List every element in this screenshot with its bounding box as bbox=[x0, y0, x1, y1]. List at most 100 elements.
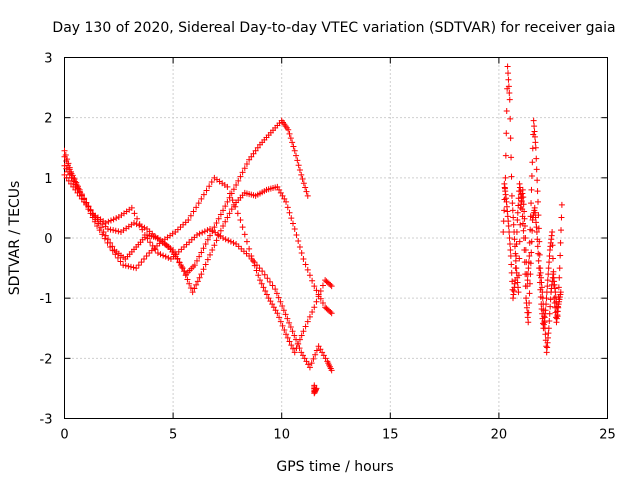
data-point bbox=[239, 169, 246, 176]
data-point bbox=[293, 336, 300, 343]
data-point bbox=[77, 189, 84, 196]
data-point bbox=[63, 157, 70, 164]
data-point bbox=[530, 117, 537, 124]
data-point bbox=[227, 238, 234, 245]
data-point bbox=[319, 349, 326, 356]
data-point bbox=[265, 295, 272, 302]
data-point bbox=[510, 221, 517, 228]
y-tick-label: -3 bbox=[40, 413, 53, 428]
data-point bbox=[72, 186, 79, 193]
data-point bbox=[504, 63, 511, 70]
data-point bbox=[63, 174, 70, 181]
data-point bbox=[174, 255, 181, 262]
data-point bbox=[68, 180, 75, 187]
data-point bbox=[277, 298, 284, 305]
data-point bbox=[243, 238, 250, 245]
data-point bbox=[291, 225, 298, 232]
data-point bbox=[300, 256, 307, 263]
data-point bbox=[191, 262, 198, 269]
data-point bbox=[196, 274, 203, 281]
data-point bbox=[302, 261, 309, 268]
data-point bbox=[532, 144, 539, 151]
data-point bbox=[235, 177, 242, 184]
data-point bbox=[241, 165, 248, 172]
data-point bbox=[517, 221, 524, 228]
data-point bbox=[122, 262, 129, 269]
data-point bbox=[199, 229, 206, 236]
data-point bbox=[250, 150, 257, 157]
data-point bbox=[507, 253, 514, 260]
data-point bbox=[233, 182, 240, 189]
data-point bbox=[521, 247, 528, 254]
data-point bbox=[296, 167, 303, 174]
data-point bbox=[549, 242, 556, 249]
data-point bbox=[202, 261, 209, 268]
data-point bbox=[237, 173, 244, 180]
data-point bbox=[544, 277, 551, 284]
data-point bbox=[506, 228, 513, 235]
data-point bbox=[180, 268, 187, 275]
data-point bbox=[315, 293, 322, 300]
data-point bbox=[220, 207, 227, 214]
data-point bbox=[299, 352, 306, 359]
data-point bbox=[546, 259, 553, 266]
series-track-b bbox=[61, 162, 335, 317]
data-point bbox=[543, 289, 550, 296]
data-point bbox=[290, 143, 297, 150]
data-point bbox=[309, 309, 316, 316]
data-point bbox=[298, 171, 305, 178]
grid-lines bbox=[64, 57, 608, 419]
data-point bbox=[273, 290, 280, 297]
data-point bbox=[520, 227, 527, 234]
data-point bbox=[70, 183, 77, 190]
data-point bbox=[193, 257, 200, 264]
data-point bbox=[505, 76, 512, 83]
data-point bbox=[224, 183, 231, 190]
data-point bbox=[529, 159, 536, 166]
data-point bbox=[528, 249, 535, 256]
data-point bbox=[506, 89, 513, 96]
y-tick-label: -2 bbox=[40, 352, 53, 367]
data-point bbox=[260, 284, 267, 291]
x-tick-label: 10 bbox=[273, 428, 290, 443]
data-point bbox=[284, 334, 291, 341]
data-point bbox=[213, 237, 220, 244]
data-point bbox=[522, 271, 529, 278]
data-point bbox=[514, 216, 521, 223]
data-point bbox=[300, 328, 307, 335]
data-point bbox=[531, 128, 538, 135]
data-point bbox=[532, 139, 539, 146]
chart-title: Day 130 of 2020, Sidereal Day-to-day VTE… bbox=[52, 20, 615, 36]
data-point bbox=[224, 214, 231, 221]
data-point bbox=[525, 319, 532, 326]
data-point bbox=[61, 162, 68, 169]
data-point bbox=[309, 277, 316, 284]
data-point bbox=[61, 171, 68, 178]
data-point bbox=[251, 259, 258, 266]
data-point bbox=[281, 327, 288, 334]
data-point bbox=[272, 286, 279, 293]
data-point bbox=[304, 192, 311, 199]
data-point bbox=[255, 272, 262, 279]
data-point bbox=[503, 108, 510, 115]
data-point bbox=[176, 259, 183, 266]
data-point bbox=[526, 280, 533, 287]
series-track-c bbox=[61, 171, 335, 356]
data-point bbox=[320, 352, 327, 359]
x-tick-label: 0 bbox=[60, 428, 68, 443]
data-point bbox=[226, 210, 233, 217]
data-point bbox=[225, 237, 232, 244]
data-point bbox=[204, 236, 211, 243]
data-point bbox=[204, 256, 211, 263]
data-point bbox=[228, 206, 235, 213]
data-point bbox=[536, 265, 543, 272]
data-point bbox=[187, 212, 194, 219]
data-point bbox=[543, 301, 550, 308]
data-point bbox=[534, 188, 541, 195]
data-point bbox=[506, 96, 513, 103]
data-point bbox=[549, 255, 556, 262]
data-point bbox=[147, 239, 154, 246]
data-point bbox=[306, 364, 313, 371]
data-point bbox=[313, 298, 320, 305]
data-point bbox=[509, 200, 516, 207]
